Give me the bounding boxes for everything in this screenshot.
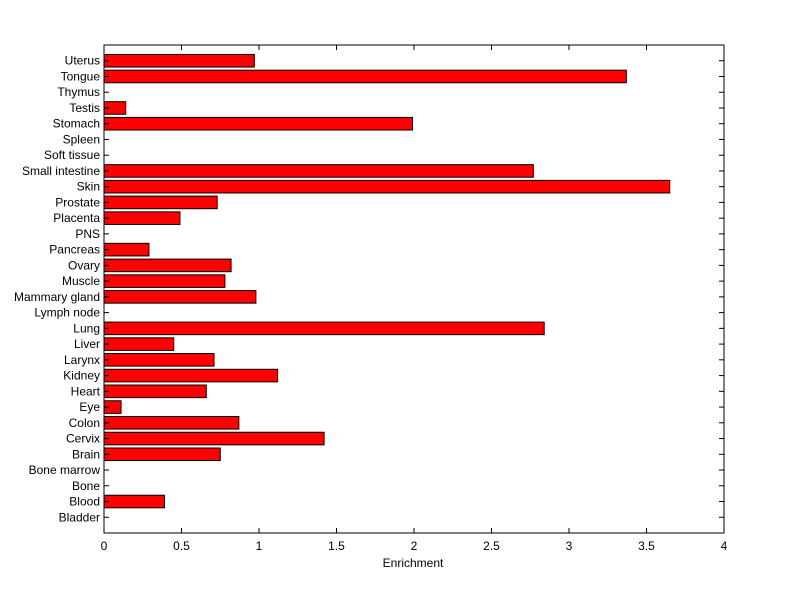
y-tick-label-bone: Bone [72,479,100,493]
y-tick-label-small-intestine: Small intestine [22,164,100,178]
bar-pancreas [103,242,150,257]
y-tick-label-placenta: Placenta [53,211,100,225]
bar-prostate [103,195,218,210]
y-tick-label-eye: Eye [79,400,100,414]
y-tick-label-larynx: Larynx [64,353,100,367]
y-tick-label-skin: Skin [77,180,100,194]
y-tick-label-lung: Lung [73,321,100,335]
y-tick-label-spleen: Spleen [63,132,100,146]
y-tick-label-ovary: Ovary [68,258,100,272]
y-tick-label-colon: Colon [69,416,100,430]
bar-stomach [103,116,413,131]
bar-blood [103,494,165,509]
bar-ovary [103,258,232,273]
y-tick-label-bone-marrow: Bone marrow [29,463,101,477]
bar-mammary-gland [103,290,257,304]
bar-placenta [103,211,181,225]
x-tick-label: 2 [411,539,418,553]
plot-frame [103,44,725,534]
bar-colon [103,416,240,430]
y-tick-label-mammary-gland: Mammary gland [14,290,100,304]
bar-heart [103,384,207,399]
y-tick-label-kidney: Kidney [63,369,100,383]
bar-liver [103,337,175,351]
x-tick-label: 0.5 [173,539,190,553]
y-tick-label-prostate: Prostate [55,195,100,209]
bar-tongue [103,69,627,84]
bar-brain [103,447,221,462]
y-tick-label-heart: Heart [71,384,101,398]
x-tick-label: 2.5 [483,539,500,553]
x-tick-label: 3.5 [638,539,655,553]
bar-larynx [103,353,215,367]
y-tick-label-brain: Brain [72,447,100,461]
bar-small-intestine [103,164,534,178]
y-tick-label-tongue: Tongue [61,69,101,83]
x-tick-label: 0 [101,539,108,553]
y-tick-label-cervix: Cervix [66,432,100,446]
y-tick-label-pns: PNS [75,227,100,241]
x-tick-label: 3 [566,539,573,553]
y-tick-label-liver: Liver [74,337,100,351]
y-tick-label-testis: Testis [69,101,100,115]
bar-skin [103,179,671,194]
y-tick-label-lymph-node: Lymph node [34,306,100,320]
ticks-group [103,45,725,533]
y-tick-label-stomach: Stomach [53,117,100,131]
x-tick-label: 4 [721,539,728,553]
bar-lung [103,321,545,336]
bar-muscle [103,274,226,288]
y-tick-label-blood: Blood [69,495,100,509]
bar-uterus [103,53,255,68]
y-tick-label-bladder: Bladder [59,510,100,524]
x-tick-labels: 0 0.5 1 1.5 2 2.5 3 3.5 4 [101,539,728,553]
x-tick-label: 1 [256,539,263,553]
x-axis-label: Enrichment [383,556,444,570]
y-tick-label-soft-tissue: Soft tissue [44,148,100,162]
bar-kidney [103,368,279,383]
y-tick-label-uterus: Uterus [65,54,100,68]
bar-cervix [103,431,325,446]
y-tick-label-thymus: Thymus [57,85,100,99]
y-tick-label-pancreas: Pancreas [49,243,100,257]
y-tick-label-muscle: Muscle [62,274,100,288]
x-tick-label: 1.5 [328,539,345,553]
